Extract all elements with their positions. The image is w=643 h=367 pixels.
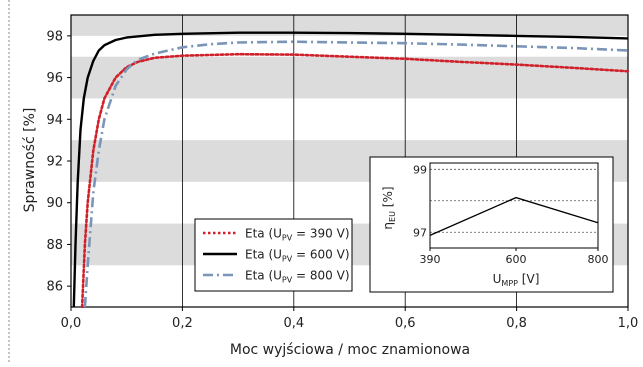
series-layer: [72, 31, 630, 309]
inset-series-line: [429, 196, 599, 236]
x-tick-label: 0,4: [283, 316, 304, 331]
inset-y-tick-label: 99: [413, 163, 427, 176]
inset-x-tick-label: 390: [420, 253, 441, 266]
legend: Eta (UPV = 390 V) Eta (UPV = 600 V) Eta (U…: [194, 218, 353, 292]
y-tick-label: 98: [46, 29, 63, 44]
y-tick-label: 88: [46, 238, 63, 253]
series-line-2: [72, 31, 629, 308]
inset-plot-frame: [429, 162, 599, 249]
inset-y-axis-label: ηEU [%]: [381, 186, 397, 229]
inset-x-axis-label: UMPP [V]: [493, 272, 540, 288]
y-tick-label: 86: [46, 280, 63, 295]
inset-y-ticks: 97 99: [413, 163, 427, 239]
inset-grid: [430, 168, 598, 233]
inset-chart: 390 600 800 97 99 ηEU [%] UMPP [V]: [369, 156, 614, 293]
y-tick-label: 96: [46, 71, 63, 86]
x-axis-ticks: 0,0 0,2 0,4 0,6 0,8 1,0: [61, 307, 639, 331]
grid-band: [71, 15, 628, 36]
legend-entry: Eta (UPV = 600 V): [245, 248, 350, 264]
series-line-3: [83, 40, 629, 308]
inset-y-tick-label: 97: [413, 226, 427, 239]
x-tick-label: 0,0: [61, 316, 82, 331]
inset-series: [429, 196, 599, 236]
y-tick-label: 90: [46, 196, 63, 211]
grid-band: [71, 56, 628, 99]
y-tick-label: 92: [46, 155, 63, 170]
legend-entry: Eta (UPV = 800 V): [245, 269, 350, 285]
inset-x-tick-label: 600: [506, 253, 527, 266]
inset-x-tick-label: 800: [588, 253, 609, 266]
inset-x-ticks: 390 600 800: [420, 248, 609, 266]
x-tick-label: 0,2: [172, 316, 193, 331]
series-line-1: [80, 52, 630, 309]
x-tick-label: 0,6: [395, 316, 416, 331]
y-tick-label: 94: [46, 113, 63, 128]
y-axis-ticks: 86 88 90 92 94 96 98: [46, 29, 71, 295]
inset-frame: [369, 156, 614, 293]
y-axis-label: Sprawność [%]: [22, 108, 38, 213]
x-axis-label: Moc wyjściowa / moc znamionowa: [230, 342, 470, 358]
legend-entry: Eta (UPV = 390 V): [245, 227, 350, 243]
x-tick-label: 0,8: [506, 316, 527, 331]
x-tick-label: 1,0: [618, 316, 639, 331]
